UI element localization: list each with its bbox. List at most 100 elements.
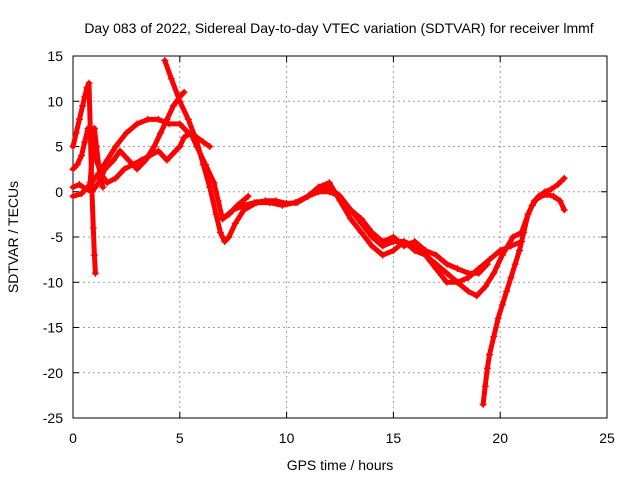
- data-point: [432, 251, 440, 259]
- data-point: [199, 161, 207, 169]
- data-point: [479, 400, 487, 408]
- data-point: [509, 233, 517, 241]
- data-point: [486, 256, 494, 264]
- data-point: [206, 143, 214, 150]
- data-point: [95, 161, 103, 169]
- x-tick-label: 15: [386, 430, 402, 446]
- data-point: [112, 174, 120, 182]
- data-point: [133, 120, 141, 128]
- data-point: [69, 143, 77, 150]
- data-point: [556, 197, 564, 205]
- data-point: [481, 283, 489, 291]
- data-point: [453, 278, 461, 286]
- data-point: [389, 247, 397, 255]
- series-line: [529, 175, 567, 208]
- data-point: [490, 269, 498, 277]
- data-point: [507, 274, 515, 282]
- series-line: [70, 116, 213, 199]
- data-point: [432, 265, 440, 273]
- data-point: [88, 152, 96, 160]
- data-point: [157, 129, 165, 137]
- data-point: [85, 79, 93, 87]
- data-point: [81, 93, 89, 101]
- data-point: [283, 200, 291, 208]
- data-point: [379, 251, 387, 259]
- data-point: [122, 129, 130, 137]
- data-point: [473, 292, 481, 300]
- data-point: [180, 88, 188, 96]
- data-point: [86, 179, 94, 187]
- data-point: [293, 199, 301, 207]
- data-point: [69, 183, 77, 191]
- data-point: [89, 224, 97, 232]
- data-point: [464, 269, 472, 277]
- data-point: [214, 197, 222, 205]
- x-tick-label: 5: [176, 430, 184, 446]
- data-point: [180, 133, 188, 141]
- x-tick-label: 10: [279, 430, 295, 446]
- series-satellite-arc-7: [315, 183, 491, 277]
- data-point: [144, 115, 152, 123]
- y-tick-label: 0: [55, 184, 63, 200]
- data-point: [483, 364, 491, 372]
- data-point: [78, 190, 86, 198]
- data-point: [154, 147, 162, 155]
- data-point: [83, 84, 91, 92]
- data-point: [167, 75, 175, 83]
- data-point: [73, 161, 81, 169]
- data-point: [150, 143, 158, 150]
- data-point: [453, 265, 461, 273]
- series-satellite-arc-3: [69, 88, 188, 196]
- data-point: [524, 210, 532, 218]
- data-point: [103, 156, 111, 164]
- data-point: [206, 183, 214, 191]
- data-point: [481, 382, 489, 390]
- data-point: [357, 228, 365, 236]
- data-point: [347, 215, 355, 223]
- data-point: [212, 210, 220, 218]
- data-point: [90, 251, 98, 259]
- data-point: [78, 152, 86, 160]
- data-point: [498, 301, 506, 309]
- data-point: [535, 192, 543, 200]
- axis-ticks: [72, 55, 608, 419]
- data-point: [518, 228, 526, 236]
- data-point: [161, 57, 169, 65]
- data-point: [336, 192, 344, 200]
- y-tick-label: -25: [43, 410, 63, 426]
- data-series: [69, 57, 568, 408]
- data-point: [225, 233, 233, 241]
- data-point: [550, 192, 558, 200]
- data-point: [110, 156, 118, 164]
- data-point: [357, 215, 365, 223]
- data-point: [176, 143, 184, 150]
- data-point: [163, 156, 171, 164]
- data-point: [347, 206, 355, 214]
- data-point: [490, 333, 498, 341]
- data-point: [92, 143, 100, 150]
- data-point: [142, 156, 150, 164]
- data-point: [176, 97, 184, 105]
- data-point: [498, 251, 506, 259]
- data-point: [216, 228, 224, 236]
- data-point: [221, 238, 229, 246]
- data-point: [541, 188, 549, 196]
- x-tick-label: 0: [69, 430, 77, 446]
- data-point: [184, 129, 192, 137]
- data-point: [229, 206, 237, 214]
- data-point: [261, 197, 269, 205]
- data-point: [184, 115, 192, 123]
- data-point: [475, 269, 483, 277]
- data-point: [272, 197, 280, 205]
- data-point: [554, 181, 562, 189]
- data-point: [560, 174, 568, 182]
- data-point: [88, 188, 96, 196]
- data-point: [325, 183, 333, 191]
- data-point: [379, 238, 387, 246]
- data-point: [97, 174, 105, 182]
- data-point: [560, 206, 568, 214]
- y-tick-label: -10: [43, 274, 63, 290]
- data-point: [231, 219, 239, 227]
- data-point: [125, 156, 133, 164]
